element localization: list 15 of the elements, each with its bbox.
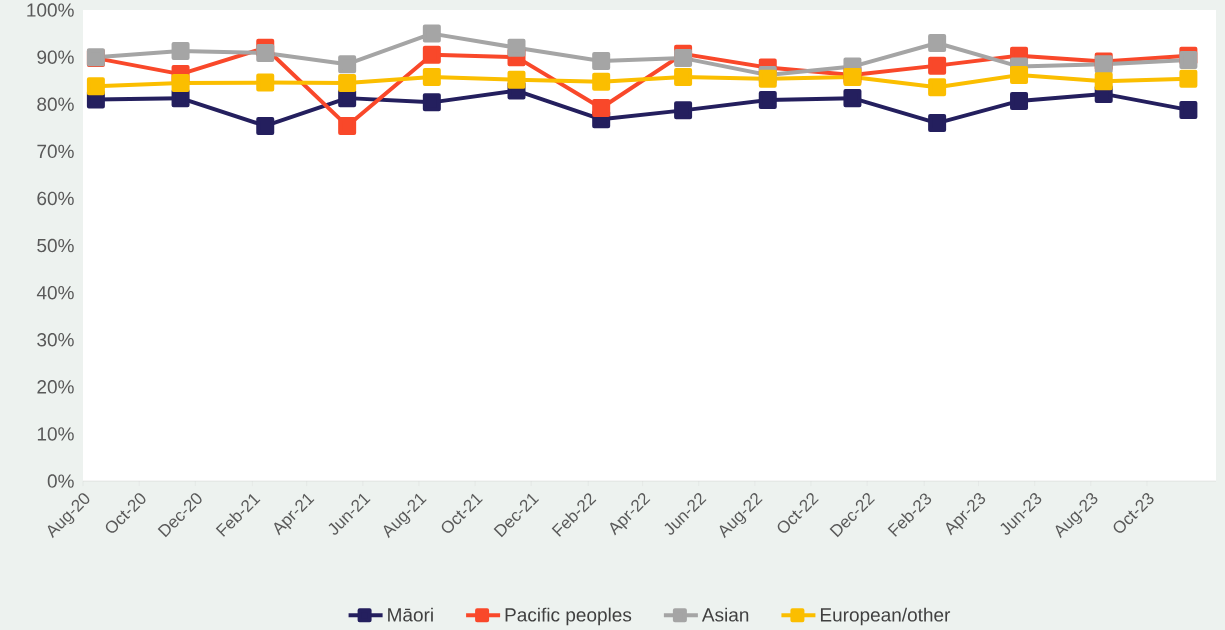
y-tick-label: 30%: [37, 333, 74, 347]
y-tick-label: 0%: [47, 474, 74, 488]
y-tick-label: 60%: [37, 191, 74, 206]
y-tick-label: 100%: [27, 3, 74, 17]
legend-label: Pacific peoples: [505, 607, 632, 626]
y-tick-label: 40%: [36, 285, 74, 300]
y-tick-label: 90%: [37, 50, 74, 64]
legend-label: Māori: [388, 607, 433, 622]
y-tick-label: 80%: [37, 97, 74, 111]
y-tick-label: 20%: [37, 380, 74, 394]
legend-label: Asian: [701, 607, 749, 622]
legend-label: European/other: [820, 607, 951, 626]
y-tick-label: 50%: [37, 238, 74, 253]
y-tick-label: 70%: [37, 144, 74, 159]
y-tick-label: 10%: [37, 427, 74, 441]
